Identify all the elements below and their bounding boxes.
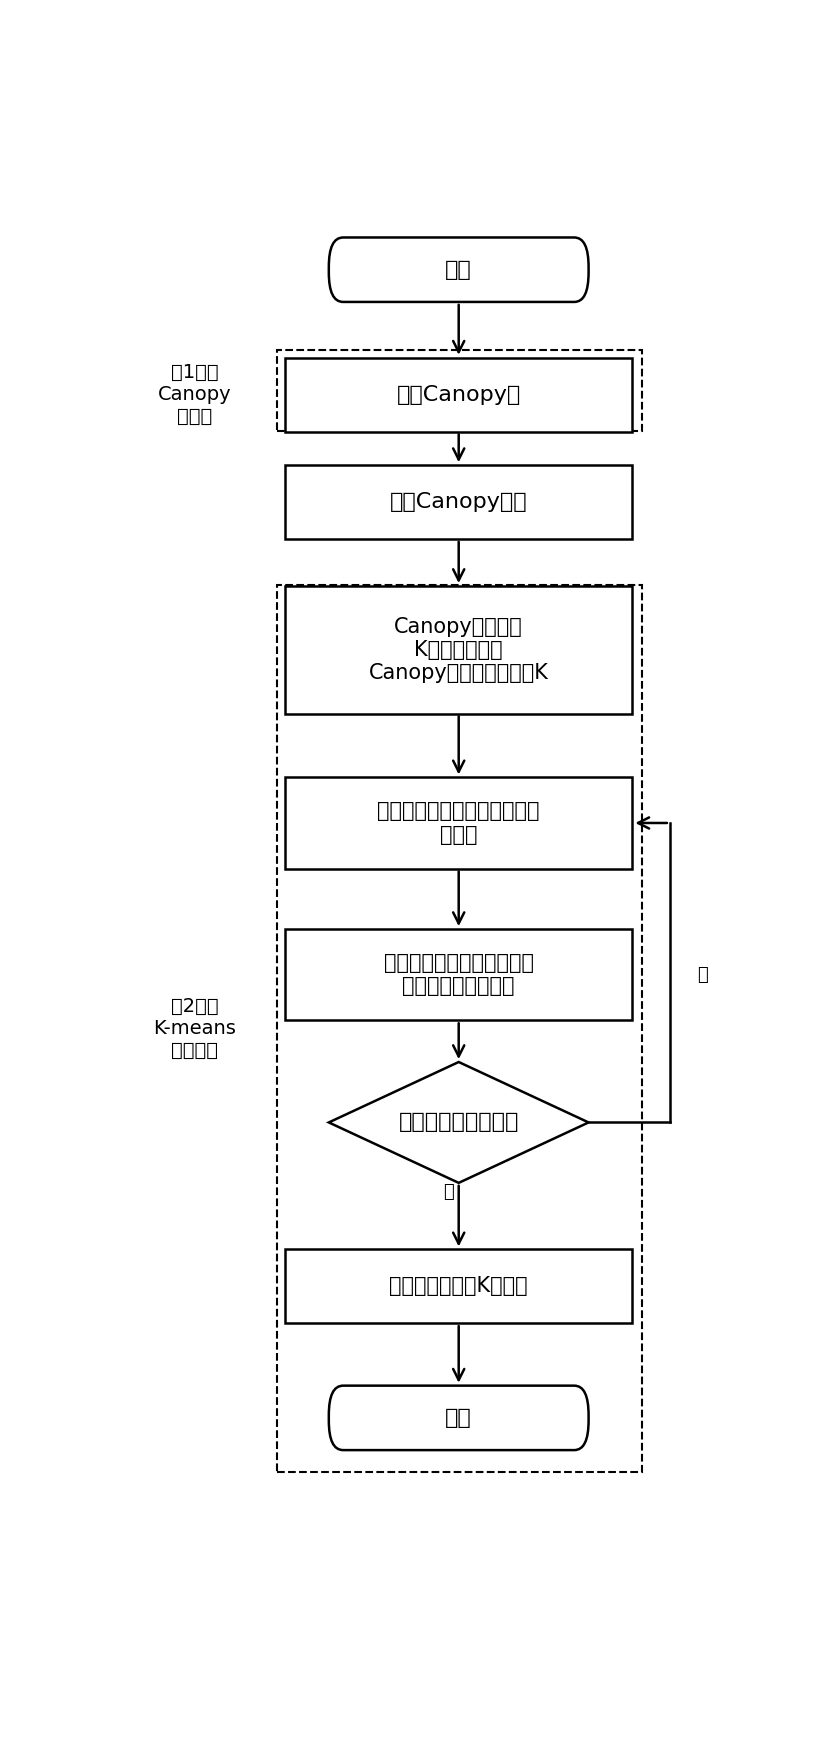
Bar [285, 466, 633, 539]
Bar [277, 586, 643, 1472]
Text: 计算每个聚类中数据点的均
值，确定新聚类中心: 计算每个聚类中数据点的均 值，确定新聚类中心 [384, 954, 534, 996]
FancyBboxPatch shape [328, 1386, 588, 1449]
Bar [285, 778, 633, 869]
Text: 输出结果，得到K个聚类: 输出结果，得到K个聚类 [390, 1277, 528, 1296]
Text: 是: 是 [697, 966, 707, 984]
Text: 开始: 开始 [445, 260, 472, 279]
Text: Canopy中心点即
K聚类中心点，
Canopy的中心点个数为K: Canopy中心点即 K聚类中心点， Canopy的中心点个数为K [369, 617, 549, 684]
Polygon shape [328, 1062, 588, 1182]
FancyBboxPatch shape [328, 237, 588, 302]
Bar [285, 930, 633, 1020]
Bar [277, 351, 643, 431]
Text: 否: 否 [443, 1182, 454, 1202]
Text: 第2阶段
K-means
二次聚类: 第2阶段 K-means 二次聚类 [153, 998, 235, 1060]
Text: 结束: 结束 [445, 1407, 472, 1428]
Bar [285, 358, 633, 431]
Bar [285, 1249, 633, 1324]
Text: 确定Canopy中心: 确定Canopy中心 [390, 492, 527, 513]
Text: 把数据点归类到欧氏距离最近
的一类: 把数据点归类到欧氏距离最近 的一类 [377, 802, 540, 844]
Bar [285, 586, 633, 713]
Text: 确定Canopy集: 确定Canopy集 [396, 385, 521, 405]
Text: 第1阶段
Canopy
粗聚类: 第1阶段 Canopy 粗聚类 [158, 363, 231, 426]
Text: 各聚类中心是否变化: 各聚类中心是否变化 [399, 1113, 519, 1132]
